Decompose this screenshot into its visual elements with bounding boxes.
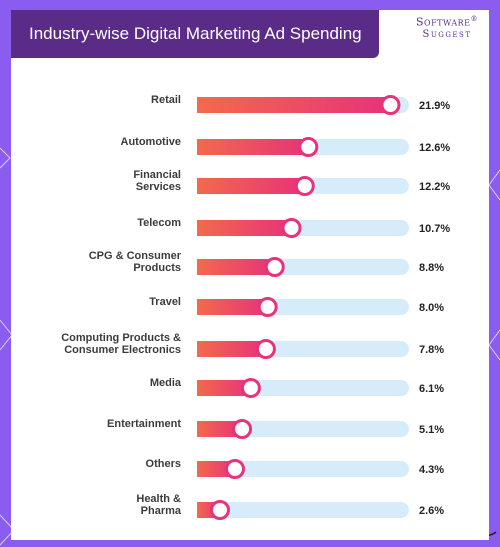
chart-svg: Retail 21.9% Automotive 12.6% FinancialServi… [61,94,450,520]
bar-row: Others 4.3% [146,458,444,479]
chart-title: Industry-wise Digital Marketing Ad Spend… [29,24,362,43]
bar [197,299,268,315]
category-label: Health & [136,493,181,505]
bar [197,139,309,155]
bar-end-marker [294,176,315,196]
bar-end-marker [255,339,276,359]
bar [197,220,292,236]
value-label: 10.7% [419,223,450,235]
category-label: Computing Products & [61,332,181,344]
category-label: Telecom [137,217,181,229]
bar [197,341,266,357]
value-label: 4.3% [419,464,444,476]
category-label: Pharma [141,505,182,517]
value-label: 8.0% [419,302,444,314]
category-label: Services [136,181,181,193]
logo-line-2: Suggest [422,28,472,40]
value-label: 8.8% [419,262,444,274]
bar-row: Retail 21.9% [151,94,450,115]
bar-track [197,502,409,518]
bar-row: Telecom 10.7% [137,217,450,238]
title-bar: Industry-wise Digital Marketing Ad Spend… [11,10,379,58]
logo-registered-mark: ® [470,15,478,23]
bar-row: Automotive 12.6% [121,136,450,157]
bar-track [197,461,409,477]
bar [197,461,235,477]
category-label: Media [150,377,182,389]
category-label: CPG & Consumer [89,250,182,262]
bar-row: Travel 8.0% [149,296,444,317]
bar-row: Media 6.1% [150,377,444,398]
bar-end-marker [257,297,278,317]
category-label: Financial [133,169,181,181]
value-label: 7.8% [419,344,444,356]
bar-end-marker [298,137,319,157]
bar-row: Health &Pharma 2.6% [136,493,444,520]
value-label: 12.2% [419,181,450,193]
category-label: Retail [151,94,181,106]
value-label: 2.6% [419,505,444,517]
category-label: Others [146,458,181,470]
bar-end-marker [240,378,261,398]
bar-end-marker [264,257,285,277]
value-label: 6.1% [419,383,444,395]
value-label: 5.1% [419,424,444,436]
category-label: Travel [149,296,181,308]
bar-end-marker [232,419,253,439]
bar [197,380,251,396]
bar [197,259,275,275]
logo-line-1: Software [416,15,471,29]
value-label: 21.9% [419,100,450,112]
bar-row: Computing Products &Consumer Electronics… [61,332,444,359]
bar-end-marker [224,459,245,479]
bar-end-marker [380,95,401,115]
category-label: Products [133,262,181,274]
category-label: Consumer Electronics [64,344,181,356]
value-label: 12.6% [419,142,450,154]
bar [197,421,243,437]
category-label: Automotive [121,136,182,148]
bar-end-marker [281,218,302,238]
bar-end-marker [209,500,230,520]
category-label: Entertainment [107,418,181,430]
bar-row: Entertainment 5.1% [107,418,444,439]
chart-card: Retail 21.9% Automotive 12.6% Financial Servi… [11,10,489,540]
bar [197,178,305,194]
brand-logo: Software® Suggest [409,16,485,40]
bar [197,97,391,113]
